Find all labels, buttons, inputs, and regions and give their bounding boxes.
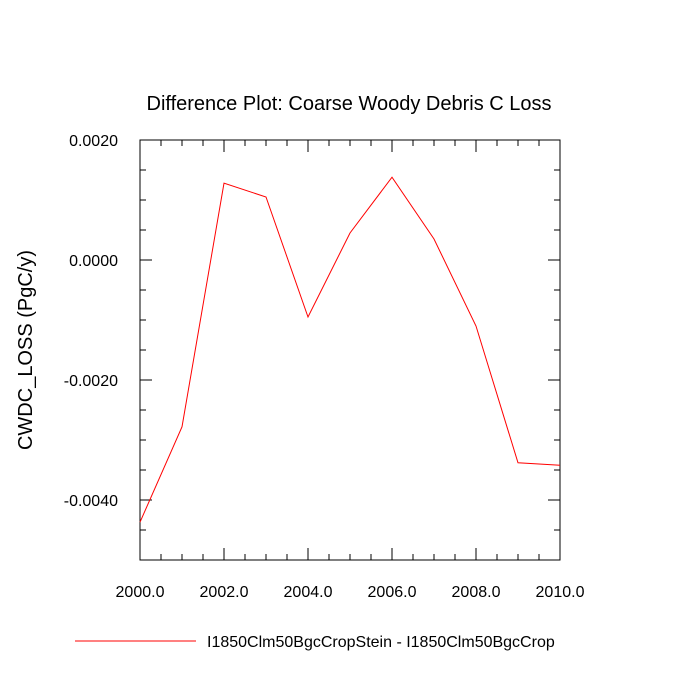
y-tick-label: -0.0040 [64, 493, 118, 510]
x-tick-label: 2000.0 [116, 584, 165, 601]
chart-title: Difference Plot: Coarse Woody Debris C L… [147, 93, 552, 115]
x-tick-label: 2002.0 [200, 584, 249, 601]
plot-frame [139, 139, 561, 561]
series-layer [139, 176, 561, 523]
plot-border [139, 139, 561, 561]
x-tick-label: 2008.0 [452, 584, 501, 601]
series-line [139, 176, 561, 523]
legend: I1850Clm50BgcCropStein - I1850Clm50BgcCr… [75, 634, 555, 651]
y-tick-label: -0.0020 [64, 373, 118, 390]
x-tick-label: 2006.0 [368, 584, 417, 601]
x-axis-ticks: 2000.0 2002.0 2004.0 2006.0 2008.0 2010.0 [116, 140, 585, 601]
x-tick-label: 2004.0 [284, 584, 333, 601]
y-axis-label: CWDC_LOSS (PgC/y) [15, 250, 37, 450]
x-tick-label: 2010.0 [536, 584, 585, 601]
y-tick-label: 0.0000 [69, 253, 118, 270]
y-axis-ticks: 0.0020 0.0000 -0.0020 -0.0040 [64, 133, 560, 561]
legend-entry-label: I1850Clm50BgcCropStein - I1850Clm50BgcCr… [207, 634, 555, 651]
y-tick-label: 0.0020 [69, 133, 118, 150]
